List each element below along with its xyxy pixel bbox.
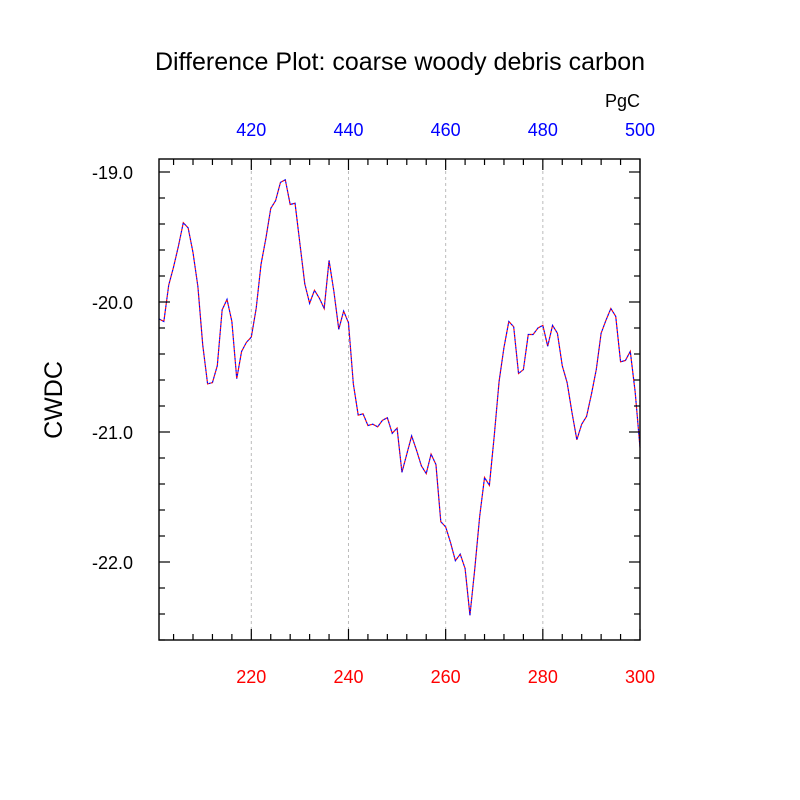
plot-frame xyxy=(158,158,641,641)
y-axis-title: CWDC xyxy=(40,361,68,439)
series-line-b xyxy=(158,178,641,616)
x-tick-label-bottom-220: 220 xyxy=(236,667,266,687)
y-tick-label-0: -19.0 xyxy=(92,163,133,183)
y-tick-label-2: -21.0 xyxy=(92,423,133,443)
series-layer xyxy=(158,178,641,616)
units-label: PgC xyxy=(605,91,640,111)
labels-layer: 220 240 260 280 300 420 440 460 480 500 -19.0 -20.0… xyxy=(92,120,655,687)
y-tick-label-1: -20.0 xyxy=(92,293,133,313)
x-tick-label-top-460: 460 xyxy=(431,120,461,140)
x-tick-label-bottom-300: 300 xyxy=(625,667,655,687)
grid-layer xyxy=(250,159,544,640)
y-tick-label-3: -22.0 xyxy=(92,553,133,573)
x-tick-label-bottom-280: 280 xyxy=(528,667,558,687)
x-tick-label-top-420: 420 xyxy=(236,120,266,140)
ticks-layer xyxy=(159,159,641,641)
x-tick-label-bottom-260: 260 xyxy=(431,667,461,687)
series-line-a xyxy=(158,178,641,616)
x-tick-label-top-480: 480 xyxy=(528,120,558,140)
x-tick-label-bottom-240: 240 xyxy=(333,667,363,687)
x-tick-label-top-500: 500 xyxy=(625,120,655,140)
x-tick-label-top-440: 440 xyxy=(333,120,363,140)
chart-title: Difference Plot: coarse woody debris car… xyxy=(155,48,645,76)
